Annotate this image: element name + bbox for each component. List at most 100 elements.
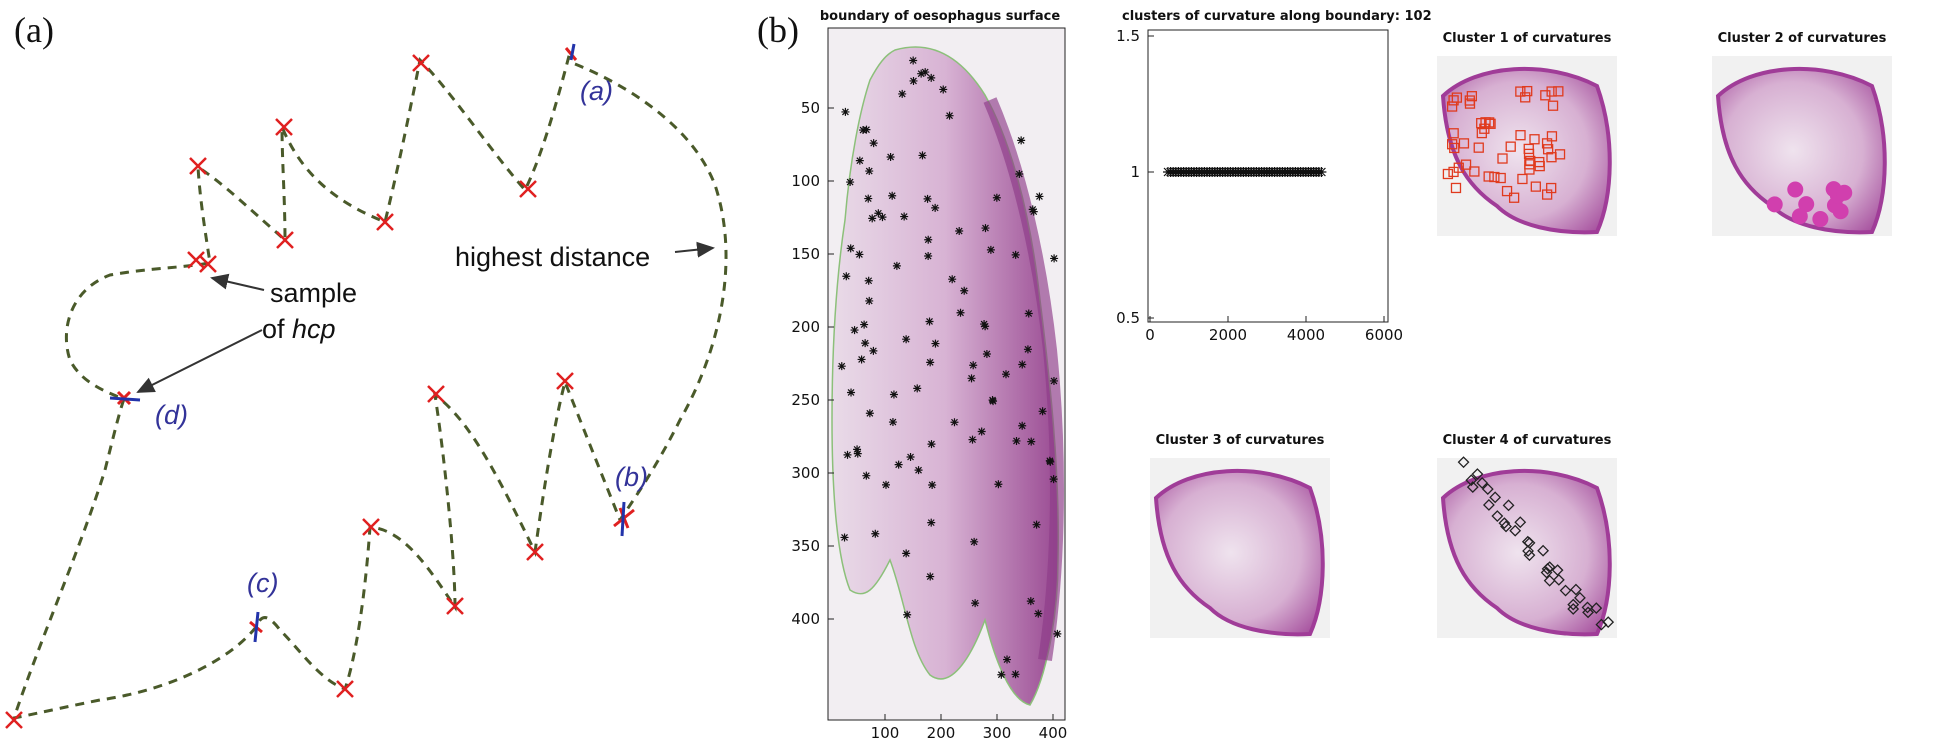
boundary-y-tick-label: 150 [791,245,820,263]
boundary-y-ticks: 50 100 150 200 250 300 350 400 [791,99,834,628]
cluster-thumbnail-2: Cluster 2 of curvatures [1712,31,1892,236]
boundary-star-marker [1018,421,1027,430]
boundary-star-marker [1028,205,1037,214]
cluster-diamond-marker [1482,499,1495,511]
cluster-square-marker [1453,162,1464,173]
cluster-square-marker [1524,159,1535,170]
boundary-star-marker [865,167,874,176]
cluster-diamond-marker [1590,602,1603,615]
boundary-star-marker [862,471,871,480]
boundary-y-tick-label: 400 [791,610,820,628]
cluster-diamond-marker [1523,549,1536,562]
boundary-star-marker [886,152,895,161]
boundary-plot-title: boundary of oesophagus surface [820,9,1060,24]
cluster-diamond-marker [1551,564,1564,577]
sample-label-line2: of hcp [262,314,336,344]
boundary-star-marker [1038,407,1047,416]
boundary-star-marker [918,151,927,160]
cluster-square-marker [1554,149,1566,160]
cluster-square-marker [1541,138,1553,149]
boundary-star-marker [923,194,932,203]
cluster-square-marker [1517,173,1528,185]
panel-b-label: (b) [757,10,799,50]
boundary-star-marker [980,320,989,329]
cluster-y-ticks: 1.5 1 0.5 [1116,27,1154,327]
boundary-star-marker [900,212,909,221]
cluster-thumbnails: Cluster 1 of curvatures Cluster 2 of curv… [1150,31,1892,638]
boundary-star-marker [1003,655,1012,664]
boundary-star-marker [864,194,873,203]
cluster-diamond-marker [1522,545,1534,557]
cluster-star-markers [1163,167,1327,177]
cluster-thumbnail-title: Cluster 3 of curvatures [1156,433,1325,448]
boundary-star-marker [865,409,874,418]
boundary-star-marker [981,322,990,331]
cluster-thumbnail-4: Cluster 4 of curvatures [1437,433,1617,638]
boundary-star-marker [926,572,935,581]
hcp-marker-b [613,501,635,537]
boundary-plot: boundary of oesophagus surface 50 100 150 2… [791,9,1067,739]
cluster-plot-title: clusters of curvature along boundary: 10… [1122,9,1432,24]
boundary-y-tick-label: 350 [791,537,820,555]
cluster-diamond-marker [1457,456,1470,469]
boundary-star-marker [924,235,933,244]
cluster-square-marker [1530,181,1541,192]
boundary-star-marker [906,453,915,461]
boundary-star-marker [950,418,959,427]
boundary-star-marker [986,245,995,254]
boundary-star-marker [1015,169,1024,178]
cluster-diamond-marker [1476,477,1489,489]
cluster-square-marker [1473,142,1484,153]
boundary-star-marker [1035,192,1044,201]
boundary-star-marker [847,388,856,397]
boundary-star-marker [994,480,1003,489]
cluster-diamond-marker [1581,601,1594,614]
boundary-star-marker [1017,136,1026,145]
cluster-square-marker [1515,86,1526,97]
boundary-star-marker [956,308,965,317]
boundary-star-marker [892,261,901,270]
cluster-square-marker [1458,138,1470,149]
boundary-star-marker [1053,629,1062,638]
hcp-marker-a [564,43,578,61]
cluster-thumbnail-3: Cluster 3 of curvatures [1150,433,1330,638]
boundary-star-marker [977,427,986,436]
boundary-star-marker [1027,437,1036,446]
boundary-star-marker [909,76,918,85]
sample-arrow-lower [136,329,263,393]
boundary-star-marker [857,355,866,364]
boundary-star-marker [1049,376,1058,385]
boundary-star-marker [902,335,911,344]
boundary-star-marker [837,362,846,371]
boundary-star-marker [955,227,964,236]
boundary-star-marker [1012,436,1021,445]
cluster-diamond-marker [1466,481,1479,494]
cluster-diamond-marker [1595,618,1608,631]
boundary-star-marker [928,480,937,489]
panel-a-label: (a) [14,10,54,50]
boundary-star-marker [860,320,869,329]
cluster-square-marker [1553,86,1564,97]
cluster-diamond-marker [1567,598,1580,611]
point-c-label: (c) [247,568,278,598]
boundary-star-marker [971,599,980,608]
cluster-square-marker [1442,168,1454,180]
point-d-label: (d) [155,400,188,430]
cluster-diamond-marker [1481,483,1494,495]
cluster-diamond-marker [1602,616,1615,629]
boundary-star-marker [1011,250,1020,259]
cluster-dot-marker [1812,211,1829,228]
boundary-y-tick-label: 200 [791,318,820,336]
boundary-star-marker [898,89,907,98]
highest-distance-arrow [674,241,715,258]
cluster-square-marker [1546,86,1557,97]
boundary-star-marker [869,139,878,148]
hcp-marker-d [109,390,141,406]
boundary-star-marker [967,374,976,383]
cluster-diamond-marker [1500,520,1512,533]
cluster-x-tick-label: 6000 [1365,326,1403,344]
boundary-star-marker [948,275,957,284]
cluster-diamond-marker [1567,603,1580,615]
boundary-star-marker [853,445,862,454]
boundary-star-marker [988,396,997,405]
